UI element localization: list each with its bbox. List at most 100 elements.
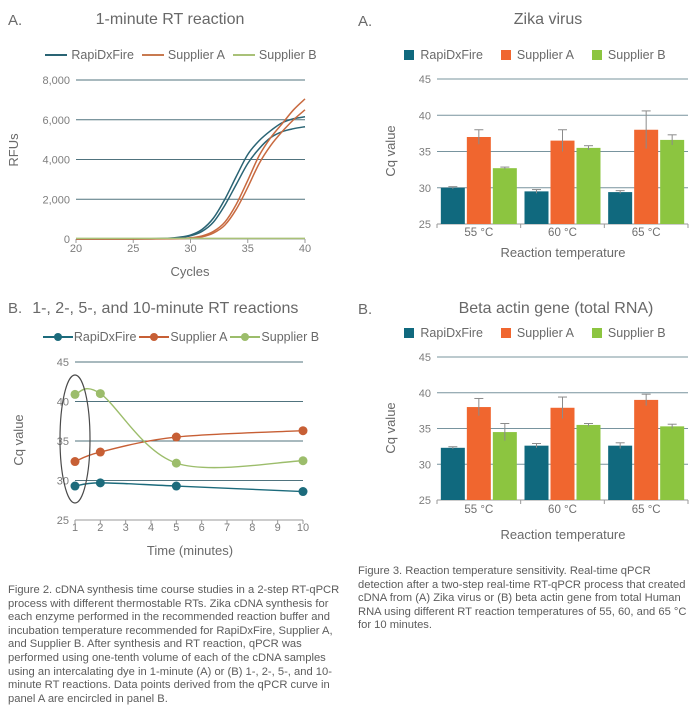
data-point-supplier-b-1min (70, 389, 80, 399)
legend-swatch-rapidxfire (404, 50, 415, 60)
data-point-rapidxfire-2min (95, 478, 105, 488)
panel-zika-legend: RapiDxFire Supplier A Supplier B (380, 48, 690, 62)
x-tick-label-20: 20 (70, 243, 82, 255)
panel-beta-actin-legend: RapiDxFire Supplier A Supplier B (380, 326, 690, 340)
panel-beta-actin: B. Beta actin gene (total RNA) RapiDxFir… (350, 290, 700, 570)
series-line-rapidxfire-rep-2 (75, 125, 306, 240)
series-line-rapidxfire-rep-1 (75, 116, 306, 240)
rt1-amplification-chart: 0 2,000 4,000 6,000 8,000 20 25 30 35 40 (42, 75, 311, 255)
legend-swatch-supplier-b (232, 54, 255, 56)
rt1-y-axis-label: RFUs (6, 133, 21, 167)
y-tick-label-40: 40 (419, 388, 431, 400)
panel-zika-letter: A. (358, 13, 373, 30)
legend-label: RapiDxFire (420, 326, 483, 340)
figure2-caption: Figure 2. cDNA synthesis time course stu… (8, 584, 340, 705)
panel-rt1: A. 1-minute RT reaction RapiDxFire Suppli… (0, 0, 350, 290)
panel-time-course-legend: RapiDxFire Supplier A Supplier B (20, 330, 342, 344)
y-tick-label-25: 25 (419, 219, 431, 231)
x-tick-label-8: 8 (249, 522, 255, 534)
time-course-x-axis-label: Time (minutes) (146, 543, 234, 558)
x-tick-label-2: 2 (97, 522, 103, 534)
legend-label: Supplier B (607, 326, 666, 340)
x-tick-label-10: 10 (297, 522, 309, 534)
panel-time-course-title-row: B. 1-, 2-, 5-, and 10-minute RT reaction… (8, 300, 298, 318)
data-point-supplier-b-10min (298, 456, 308, 466)
beta-actin-y-axis-label: Cq value (383, 402, 398, 454)
data-point-rapidxfire-1min (70, 481, 80, 491)
bar-supplier-b-60-c (576, 147, 601, 224)
x-tick-label-6: 6 (199, 522, 205, 534)
zika-y-axis-label: Cq value (383, 125, 398, 177)
bar-supplier-a-60-c (550, 407, 575, 500)
legend-item-supplier-b: Supplier B (232, 48, 317, 62)
legend-swatch-supplier-b (591, 50, 602, 60)
y-tick-label-30: 30 (419, 183, 431, 195)
panel-beta-actin-letter: B. (358, 301, 373, 318)
panel-rt1-title: 1-minute RT reaction (95, 11, 245, 28)
y-tick-label-40: 40 (419, 110, 431, 122)
series-line-rapidxfire (74, 482, 304, 493)
legend-item-rapidxfire: RapiDxFire (42, 330, 137, 344)
panel-rt1-letter: A. (8, 12, 23, 29)
legend-label: Supplier A (167, 48, 225, 62)
panel-zika-title: Zika virus (513, 11, 583, 28)
category-label-65-c: 65 °C (632, 227, 661, 239)
legend-label: RapiDxFire (71, 48, 134, 62)
beta-actin-x-axis-label: Reaction temperature (500, 527, 626, 542)
category-label-55-c: 55 °C (464, 227, 493, 239)
y-tick-label-0: 0 (64, 234, 70, 246)
zika-bar-chart: 25 30 35 40 45 55 °C 60 °C 65 °C (419, 74, 689, 239)
bar-rapidxfire-55-c (440, 187, 465, 224)
legend-label: Supplier B (607, 48, 666, 62)
time-course-y-axis-label: Cq value (11, 414, 26, 466)
y-tick-label-30: 30 (57, 476, 69, 488)
y-tick-label-45: 45 (57, 357, 69, 369)
x-tick-label-1: 1 (72, 522, 78, 534)
data-point-rapidxfire-10min (298, 487, 308, 497)
bar-supplier-b-55-c (492, 168, 517, 224)
x-tick-label-4: 4 (148, 522, 154, 534)
x-tick-label-40: 40 (299, 243, 311, 255)
panel-time-course-title: 1-, 2-, 5-, and 10-minute RT reactions (32, 300, 299, 317)
legend-item-rapidxfire: RapiDxFire (404, 326, 483, 340)
legend-item-supplier-a: Supplier A (500, 48, 574, 62)
zika-x-axis-label: Reaction temperature (500, 245, 626, 260)
bar-supplier-a-60-c (550, 140, 575, 224)
legend-swatch-supplier-b (230, 332, 261, 342)
category-label-65-c: 65 °C (632, 504, 661, 516)
y-tick-label-45: 45 (419, 74, 431, 86)
legend-label: Supplier A (516, 48, 574, 62)
bar-supplier-a-55-c (466, 137, 491, 224)
bar-supplier-a-55-c (466, 407, 491, 500)
y-tick-label-6000: 6,000 (42, 115, 70, 127)
panel-rt1-legend: RapiDxFire Supplier A Supplier B (20, 48, 342, 62)
data-point-supplier-b-5min (171, 458, 181, 468)
legend-label: RapiDxFire (73, 330, 137, 344)
bar-supplier-b-65-c (660, 139, 685, 224)
y-tick-label-25: 25 (57, 515, 69, 527)
legend-label: Supplier B (258, 48, 317, 62)
bar-rapidxfire-65-c (608, 192, 633, 224)
series-line-supplier-b (74, 388, 304, 469)
series-line-supplier-a-rep-2 (75, 109, 306, 240)
legend-item-rapidxfire: RapiDxFire (404, 48, 483, 62)
beta-actin-bar-chart: 25 30 35 40 45 55 °C 60 °C 65 °C (419, 352, 689, 516)
bar-supplier-b-55-c (492, 432, 517, 500)
category-label-60-c: 60 °C (548, 227, 577, 239)
y-tick-label-2000: 2,000 (42, 194, 70, 206)
panel-time-course-letter: B. (8, 300, 23, 317)
legend-swatch-supplier-b (591, 328, 602, 338)
panel-beta-actin-title: Beta actin gene (total RNA) (458, 300, 654, 317)
legend-item-supplier-b: Supplier B (591, 48, 666, 62)
legend-item-supplier-a: Supplier A (139, 330, 227, 344)
y-tick-label-4000: 4,000 (42, 155, 70, 167)
legend-swatch-supplier-a (500, 328, 511, 338)
legend-swatch-rapidxfire (42, 332, 73, 342)
category-label-55-c: 55 °C (464, 504, 493, 516)
series-line-supplier-a (74, 430, 304, 463)
legend-label: RapiDxFire (420, 48, 483, 62)
data-point-supplier-b-2min (95, 389, 105, 399)
y-tick-label-35: 35 (419, 147, 431, 159)
legend-item-supplier-b: Supplier B (230, 330, 319, 344)
